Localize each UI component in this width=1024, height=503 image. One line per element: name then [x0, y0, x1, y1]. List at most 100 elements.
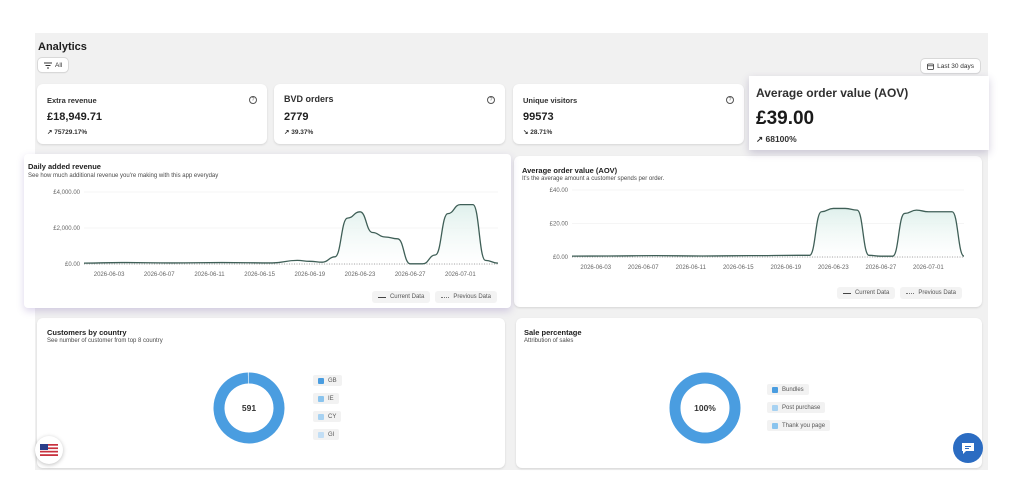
- chart-title: Sale percentage: [524, 328, 582, 337]
- series-area: [572, 208, 964, 257]
- legend-item[interactable]: IE: [313, 393, 339, 404]
- chart-legend: Current Data Previous Data: [371, 291, 497, 303]
- kpi-card-unique-visitors: Unique visitors ? 99573 ↘ 28.71%: [513, 84, 744, 144]
- x-tick-label: 2026-06-27: [395, 272, 426, 278]
- x-tick-label: 2026-06-07: [144, 272, 175, 278]
- filter-button-label: All: [55, 61, 63, 69]
- pie-slice[interactable]: [669, 372, 741, 444]
- donut-center-label: 591: [242, 403, 256, 413]
- arrow-down-icon: ↘: [523, 129, 531, 136]
- legend-label: Bundles: [782, 386, 804, 393]
- chart-title: Customers by country: [47, 328, 127, 337]
- pie-slice[interactable]: [213, 372, 285, 444]
- y-tick-label: £0.00: [65, 262, 81, 268]
- kpi-value: £18,949.71: [47, 111, 103, 123]
- legend-swatch: [318, 377, 324, 384]
- date-range-label: Last 30 days: [937, 62, 974, 70]
- kpi-change: ↗ 39.37%: [284, 129, 314, 136]
- legend-swatch: [318, 431, 324, 438]
- sale-donut-chart: 100%: [669, 372, 741, 444]
- series-area: [84, 204, 498, 264]
- us-flag-icon[interactable]: [35, 436, 63, 464]
- x-tick-label: 2026-06-19: [770, 265, 801, 271]
- chart-subtitle: It's the average amount a customer spend…: [522, 176, 665, 182]
- x-tick-label: 2026-06-23: [818, 265, 849, 271]
- kpi-card-extra-revenue: Extra revenue ? £18,949.71 ↗ 75729.17%: [37, 84, 267, 144]
- chart-subtitle: See how much additional revenue you're m…: [28, 173, 219, 179]
- kpi-value: 99573: [523, 111, 554, 123]
- donut-center-label: 100%: [694, 403, 716, 413]
- legend-item[interactable]: Bundles: [767, 384, 809, 395]
- legend-label: CY: [328, 413, 337, 420]
- arrow-up-icon: ↗: [284, 129, 292, 136]
- kpi-title: BVD orders: [284, 94, 334, 104]
- legend-label: Thank you page: [782, 422, 826, 429]
- x-tick-label: 2026-06-03: [94, 272, 125, 278]
- highlight-change: ↗ 68100%: [756, 134, 797, 144]
- legend-swatch: [318, 413, 324, 420]
- chat-bubble-icon[interactable]: [953, 433, 983, 463]
- chart-subtitle: See number of customer from top 8 countr…: [47, 338, 163, 344]
- legend-current[interactable]: Current Data: [371, 291, 431, 303]
- x-tick-label: 2026-07-01: [445, 272, 476, 278]
- date-range-button[interactable]: Last 30 days: [921, 59, 980, 73]
- kpi-title: Unique visitors: [523, 96, 578, 105]
- country-legend: GB IE CY GI: [313, 375, 342, 440]
- x-tick-label: 2026-06-15: [723, 265, 754, 271]
- country-donut-chart: 591: [213, 372, 285, 444]
- kpi-value: 2779: [284, 111, 309, 123]
- y-tick-label: £4,000.00: [53, 190, 80, 196]
- filter-button[interactable]: All: [38, 58, 69, 72]
- highlight-value: £39.00: [756, 108, 815, 129]
- kpi-title: Extra revenue: [47, 96, 97, 105]
- y-tick-label: £0.00: [553, 255, 569, 261]
- x-tick-label: 2026-06-07: [628, 265, 659, 271]
- help-icon[interactable]: ?: [487, 96, 495, 104]
- legend-label: IE: [328, 395, 334, 402]
- sale-legend: Bundles Post purchase Thank you page: [767, 384, 831, 431]
- aov-highlight-card: Average order value (AOV) £39.00 ↗ 68100…: [749, 76, 989, 150]
- legend-swatch: [772, 386, 778, 393]
- legend-previous[interactable]: Previous Data: [435, 291, 497, 303]
- legend-item[interactable]: CY: [313, 411, 342, 422]
- chart-legend: Current Data Previous Data: [836, 287, 962, 299]
- kpi-change: ↗ 75729.17%: [47, 129, 88, 136]
- legend-swatch: [772, 404, 778, 411]
- calendar-icon: [927, 63, 935, 70]
- chart-card-daily-revenue: Daily added revenue See how much additio…: [24, 154, 511, 308]
- legend-swatch: [772, 422, 778, 429]
- x-tick-label: 2026-06-15: [244, 272, 275, 278]
- x-tick-label: 2026-06-11: [676, 265, 707, 271]
- help-icon[interactable]: ?: [726, 96, 734, 104]
- x-tick-label: 2026-06-11: [194, 272, 225, 278]
- y-tick-label: £2,000.00: [53, 226, 80, 232]
- page-title: Analytics: [38, 41, 87, 53]
- legend-item[interactable]: Post purchase: [767, 402, 826, 413]
- series-line-current: [571, 207, 965, 257]
- y-tick-label: £40.00: [550, 188, 569, 194]
- legend-item[interactable]: Thank you page: [767, 420, 831, 431]
- legend-item[interactable]: GI: [313, 429, 340, 440]
- chart-title: Daily added revenue: [28, 162, 101, 171]
- legend-current[interactable]: Current Data: [836, 287, 896, 299]
- chart-title: Average order value (AOV): [522, 166, 618, 175]
- x-tick-label: 2026-06-03: [580, 265, 611, 271]
- series-line-current: [83, 203, 499, 265]
- highlight-title: Average order value (AOV): [756, 86, 909, 100]
- arrow-up-icon: ↗: [756, 134, 766, 144]
- chart-card-aov: Average order value (AOV) It's the avera…: [514, 156, 982, 307]
- legend-item[interactable]: GB: [313, 375, 342, 386]
- legend-previous[interactable]: Previous Data: [900, 287, 962, 299]
- arrow-up-icon: ↗: [47, 129, 55, 136]
- chart-card-sale-percentage: Sale percentage Attribution of sales 100…: [516, 318, 982, 468]
- x-tick-label: 2026-07-01: [913, 265, 944, 271]
- chart-subtitle: Attribution of sales: [524, 338, 574, 344]
- legend-label: Post purchase: [782, 404, 821, 411]
- y-tick-label: £20.00: [550, 222, 569, 228]
- aov-chart: £40.00 £20.00 £0.00 2026-06-03 2026-06-07 202…: [550, 188, 965, 271]
- help-icon[interactable]: ?: [249, 96, 257, 104]
- legend-swatch: [318, 395, 324, 402]
- daily-revenue-chart: £4,000.00 £2,000.00 £0.00 2026-06-03 2026-06…: [53, 190, 499, 278]
- filter-icon: [44, 62, 52, 68]
- x-tick-label: 2026-06-23: [345, 272, 376, 278]
